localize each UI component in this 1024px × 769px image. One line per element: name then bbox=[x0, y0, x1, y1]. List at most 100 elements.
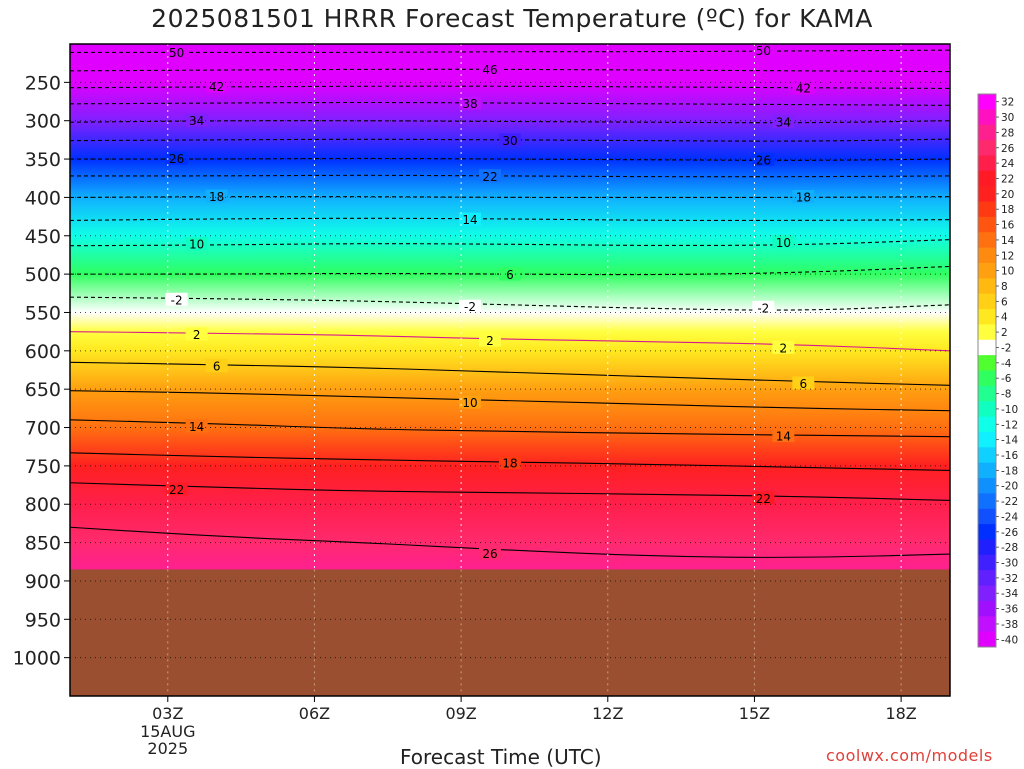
contour-label-bg bbox=[459, 96, 481, 110]
colorbar-swatch bbox=[978, 339, 996, 356]
contour-label-bg bbox=[479, 333, 501, 347]
colorbar-label: 12 bbox=[1001, 250, 1014, 262]
colorbar-swatch bbox=[978, 262, 996, 279]
contour-label: 46 bbox=[482, 63, 497, 77]
colorbar-swatch bbox=[978, 616, 996, 633]
contour-label: 50 bbox=[756, 44, 771, 58]
contour-label: 42 bbox=[209, 80, 224, 94]
contour-label-bg bbox=[792, 190, 815, 204]
colorbar-swatch bbox=[978, 554, 996, 571]
colorbar-swatch bbox=[978, 401, 996, 418]
contour-label-bg bbox=[459, 395, 481, 409]
colorbar-swatch bbox=[978, 524, 996, 540]
colorbar-swatch bbox=[978, 416, 996, 433]
y-tick-label: 900 bbox=[25, 571, 61, 593]
colorbar-swatch bbox=[978, 140, 996, 156]
contour-label: 22 bbox=[169, 483, 184, 497]
colorbar-swatch bbox=[978, 124, 996, 141]
colorbar-swatch bbox=[978, 247, 996, 264]
y-tick-label: 600 bbox=[25, 341, 61, 363]
colorbar-swatch bbox=[978, 293, 996, 310]
y-tick-label: 700 bbox=[25, 418, 61, 440]
contour-label-bg bbox=[459, 299, 481, 313]
colorbar-label: 2 bbox=[1001, 327, 1008, 339]
contour-label-bg bbox=[205, 189, 228, 203]
colorbar-label: -32 bbox=[1001, 573, 1018, 585]
y-tick-label: 250 bbox=[25, 72, 61, 94]
contour-label-bg bbox=[792, 376, 815, 390]
colorbar-swatch bbox=[978, 186, 996, 203]
contour-label-bg bbox=[185, 113, 208, 127]
contour-label-bg bbox=[479, 169, 501, 183]
contour-line bbox=[70, 419, 950, 438]
contour-label: 18 bbox=[502, 457, 517, 471]
contour-label-bg bbox=[479, 62, 501, 76]
contour-label: 42 bbox=[796, 82, 811, 96]
colorbar-label: 26 bbox=[1001, 143, 1015, 155]
contour-label: 2 bbox=[486, 334, 494, 348]
x-date-label: 15AUG bbox=[140, 722, 195, 741]
colorbar-label: 10 bbox=[1001, 266, 1014, 278]
y-axis: 250 300 350 400 450 500 550 600 650 700 750 800 850 9… bbox=[13, 72, 70, 670]
contour-label-bg bbox=[165, 292, 188, 306]
colorbar-label: -10 bbox=[1001, 404, 1018, 416]
y-tick-label: 1000 bbox=[13, 648, 61, 670]
colorbar-label: -6 bbox=[1001, 373, 1012, 385]
colorbar-swatch bbox=[978, 385, 996, 402]
colorbar-swatch bbox=[978, 508, 996, 525]
y-tick-label: 550 bbox=[25, 302, 61, 324]
colorbar-label: 6 bbox=[1001, 296, 1008, 308]
colorbar-label: -30 bbox=[1001, 558, 1018, 570]
contour-line bbox=[70, 120, 950, 124]
contour-label-bg bbox=[165, 151, 188, 165]
contour-label: 6 bbox=[800, 377, 808, 391]
contour-line bbox=[70, 68, 950, 73]
contour-line bbox=[70, 331, 950, 352]
contour-label-bg bbox=[752, 491, 775, 505]
contour-label: 10 bbox=[776, 236, 791, 250]
colorbar-swatch bbox=[978, 478, 996, 494]
y-tick-label: 750 bbox=[25, 456, 61, 478]
contour-line bbox=[70, 526, 950, 558]
credit-link[interactable]: coolwx.com/models bbox=[826, 746, 993, 765]
contour-label: 22 bbox=[756, 492, 771, 506]
x-tick-label: 18Z bbox=[885, 704, 916, 723]
contour-label-bg bbox=[165, 45, 188, 59]
y-tick-label: 950 bbox=[25, 609, 61, 631]
colorbar-label: 8 bbox=[1001, 281, 1008, 293]
contour-line bbox=[70, 101, 950, 106]
colorbar-label: -4 bbox=[1001, 358, 1012, 370]
x-tick-label: 09Z bbox=[445, 704, 476, 723]
contour-label-bg bbox=[459, 212, 481, 226]
y-tick-label: 450 bbox=[25, 226, 61, 248]
contour-label: 10 bbox=[189, 238, 204, 252]
contour-label: 18 bbox=[796, 191, 811, 205]
contour-line bbox=[70, 217, 950, 221]
contour-label-bg bbox=[752, 44, 775, 57]
contour-label: 34 bbox=[776, 115, 791, 129]
contour-label-bg bbox=[185, 419, 208, 433]
contour-line bbox=[70, 174, 950, 178]
colorbar-swatch bbox=[978, 370, 996, 387]
contour-label: 50 bbox=[169, 46, 184, 60]
contour-label-bg bbox=[165, 482, 188, 496]
colorbar-swatch bbox=[978, 170, 996, 187]
contour-label-bg bbox=[185, 237, 208, 251]
x-tick-label: 03Z bbox=[152, 704, 183, 723]
contour-label: -2 bbox=[171, 293, 183, 307]
colorbar-swatch bbox=[978, 216, 996, 233]
contour-label-bg bbox=[792, 81, 815, 95]
contour-label-bg bbox=[772, 428, 795, 442]
colorbar-swatch bbox=[978, 278, 996, 295]
contour-line bbox=[70, 390, 950, 412]
colorbar-swatch bbox=[978, 431, 996, 448]
contour-label-bg bbox=[479, 546, 501, 560]
colorbar-swatch bbox=[978, 631, 996, 648]
contour-label: 30 bbox=[502, 134, 517, 148]
colorbar-swatch bbox=[978, 309, 996, 325]
y-tick-label: 400 bbox=[25, 187, 61, 209]
contour-label-bg bbox=[772, 235, 795, 249]
colorbar-label: -36 bbox=[1001, 604, 1018, 616]
colorbar-label: -38 bbox=[1001, 619, 1018, 631]
colorbar-swatch bbox=[978, 201, 996, 218]
